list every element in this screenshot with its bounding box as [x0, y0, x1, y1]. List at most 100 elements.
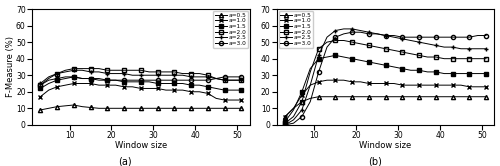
a=1.0	[366, 83, 372, 84]
X-axis label: Window size: Window size	[114, 141, 167, 151]
a=2.5	[474, 48, 480, 50]
a=0.5	[391, 96, 397, 98]
a=2.0	[474, 58, 480, 60]
a=3.0	[458, 36, 464, 38]
a=1.0	[138, 87, 144, 89]
a=1.5	[180, 83, 186, 84]
a=0.5	[408, 96, 414, 98]
a=2.0	[382, 48, 388, 50]
a=3.0	[154, 79, 160, 81]
a=2.0	[450, 58, 456, 60]
a=2.0	[316, 48, 322, 50]
a=2.0	[54, 73, 60, 75]
a=1.0	[238, 99, 244, 101]
a=2.0	[433, 56, 439, 58]
a=3.0	[71, 76, 77, 78]
a=1.5	[154, 83, 160, 84]
a=0.5	[400, 96, 406, 98]
a=2.5	[458, 48, 464, 50]
a=3.0	[400, 36, 406, 38]
a=2.5	[230, 79, 236, 81]
a=1.0	[205, 92, 211, 94]
a=3.0	[172, 79, 177, 81]
a=1.0	[146, 87, 152, 89]
a=2.0	[466, 58, 472, 60]
a=0.5	[62, 105, 68, 107]
Text: (b): (b)	[368, 156, 382, 166]
a=1.0	[38, 96, 44, 98]
X-axis label: Window size: Window size	[360, 141, 412, 151]
a=2.5	[205, 76, 211, 78]
a=2.0	[374, 46, 380, 48]
a=2.0	[172, 71, 177, 73]
a=2.0	[408, 53, 414, 55]
a=1.5	[433, 71, 439, 73]
a=0.5	[433, 96, 439, 98]
a=3.0	[146, 79, 152, 81]
a=2.5	[130, 74, 136, 76]
a=0.5	[46, 107, 52, 109]
a=1.5	[130, 81, 136, 83]
a=3.0	[349, 31, 355, 33]
a=0.5	[290, 107, 296, 109]
a=1.5	[238, 89, 244, 91]
a=0.5	[146, 107, 152, 109]
a=3.0	[138, 79, 144, 81]
a=1.5	[163, 83, 169, 84]
a=1.5	[307, 68, 313, 70]
a=1.5	[374, 63, 380, 65]
Line: a=1.5: a=1.5	[283, 53, 488, 124]
a=1.5	[416, 69, 422, 71]
a=1.0	[54, 86, 60, 88]
a=0.5	[88, 106, 94, 108]
a=3.0	[54, 78, 60, 80]
a=2.5	[349, 28, 355, 30]
a=1.5	[391, 66, 397, 68]
a=0.5	[230, 107, 236, 109]
a=1.5	[196, 84, 202, 86]
a=1.0	[46, 89, 52, 91]
a=2.5	[441, 46, 447, 48]
a=3.0	[433, 36, 439, 38]
a=1.0	[358, 81, 364, 83]
a=1.0	[130, 86, 136, 88]
a=2.5	[54, 73, 60, 75]
a=0.5	[340, 96, 346, 98]
a=0.5	[180, 107, 186, 109]
a=0.5	[466, 96, 472, 98]
a=2.5	[416, 41, 422, 43]
a=2.5	[483, 48, 489, 50]
a=2.0	[205, 74, 211, 76]
a=2.5	[163, 74, 169, 76]
a=2.5	[180, 74, 186, 76]
a=2.5	[382, 35, 388, 37]
a=1.0	[96, 84, 102, 86]
a=1.0	[188, 91, 194, 93]
a=3.0	[391, 35, 397, 37]
a=1.5	[146, 81, 152, 83]
a=2.5	[282, 124, 288, 126]
a=0.5	[205, 107, 211, 109]
a=1.0	[332, 79, 338, 81]
a=1.0	[299, 94, 305, 96]
a=1.0	[222, 99, 228, 101]
a=1.0	[163, 89, 169, 91]
a=2.0	[349, 41, 355, 43]
a=2.0	[332, 40, 338, 42]
a=2.5	[307, 84, 313, 86]
a=0.5	[332, 96, 338, 98]
a=1.5	[54, 79, 60, 81]
a=2.0	[112, 69, 118, 71]
a=0.5	[238, 107, 244, 109]
a=2.5	[88, 71, 94, 73]
Line: a=0.5: a=0.5	[38, 103, 244, 112]
a=0.5	[38, 109, 44, 111]
a=1.5	[38, 87, 44, 89]
a=0.5	[96, 107, 102, 109]
a=1.5	[358, 59, 364, 61]
a=0.5	[213, 107, 219, 109]
a=2.5	[408, 40, 414, 42]
a=3.0	[307, 101, 313, 103]
a=3.0	[46, 79, 52, 81]
a=1.0	[88, 83, 94, 84]
